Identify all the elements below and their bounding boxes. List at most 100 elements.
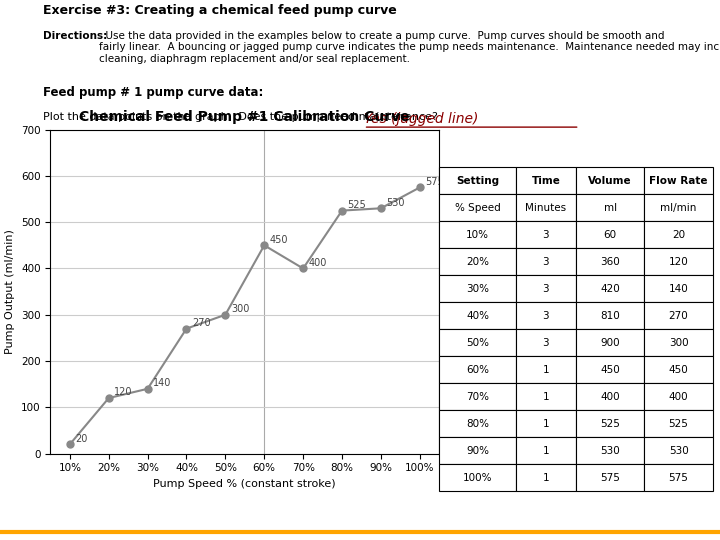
- Text: Minutes: Minutes: [526, 203, 567, 213]
- Bar: [644, 410, 713, 437]
- Bar: [439, 167, 516, 194]
- Text: 530: 530: [669, 446, 688, 456]
- Bar: [576, 410, 644, 437]
- Text: 530: 530: [387, 198, 405, 207]
- Bar: [644, 221, 713, 248]
- Bar: [576, 221, 644, 248]
- Text: Yes (jagged line): Yes (jagged line): [364, 112, 478, 126]
- Title: Chemical Feed Pump #1 Calibration Curve: Chemical Feed Pump #1 Calibration Curve: [79, 110, 410, 124]
- Bar: [576, 329, 644, 356]
- Text: Directions:: Directions:: [43, 31, 107, 41]
- Text: 1: 1: [543, 392, 549, 402]
- Text: 140: 140: [669, 284, 688, 294]
- Text: 420: 420: [600, 284, 620, 294]
- Text: 70%: 70%: [466, 392, 489, 402]
- Text: 900: 900: [600, 338, 620, 348]
- Text: 575: 575: [669, 473, 688, 483]
- Bar: [576, 464, 644, 491]
- Bar: [644, 194, 713, 221]
- Text: Flow Rate: Flow Rate: [649, 176, 708, 186]
- Text: 360: 360: [600, 257, 620, 267]
- Text: 140: 140: [153, 378, 171, 388]
- Text: 1: 1: [543, 446, 549, 456]
- Text: 450: 450: [669, 365, 688, 375]
- Text: 400: 400: [309, 258, 327, 268]
- Text: Setting: Setting: [456, 176, 499, 186]
- Text: 300: 300: [669, 338, 688, 348]
- Bar: [576, 248, 644, 275]
- Text: 60: 60: [603, 230, 617, 240]
- Text: % Speed: % Speed: [454, 203, 500, 213]
- Bar: [516, 275, 576, 302]
- Bar: [644, 464, 713, 491]
- Bar: [576, 383, 644, 410]
- Bar: [439, 194, 516, 221]
- Text: 810: 810: [600, 311, 620, 321]
- Text: 1: 1: [543, 473, 549, 483]
- Text: 525: 525: [600, 419, 620, 429]
- Bar: [576, 302, 644, 329]
- Bar: [516, 329, 576, 356]
- Bar: [516, 302, 576, 329]
- Text: Use the data provided in the examples below to create a pump curve.  Pump curves: Use the data provided in the examples be…: [99, 31, 720, 64]
- Bar: [576, 167, 644, 194]
- Bar: [439, 275, 516, 302]
- Text: 525: 525: [348, 200, 366, 210]
- Bar: [439, 329, 516, 356]
- Text: 80%: 80%: [466, 419, 489, 429]
- Bar: [516, 410, 576, 437]
- Bar: [439, 302, 516, 329]
- Bar: [439, 356, 516, 383]
- Bar: [644, 329, 713, 356]
- Bar: [439, 383, 516, 410]
- Text: 10%: 10%: [466, 230, 489, 240]
- Text: 400: 400: [669, 392, 688, 402]
- Text: 90%: 90%: [466, 446, 489, 456]
- Text: 270: 270: [669, 311, 688, 321]
- Bar: [516, 194, 576, 221]
- Text: 50%: 50%: [466, 338, 489, 348]
- Text: 20: 20: [76, 434, 88, 443]
- Bar: [516, 437, 576, 464]
- Text: 3: 3: [543, 230, 549, 240]
- Text: Volume: Volume: [588, 176, 632, 186]
- Text: 270: 270: [192, 318, 211, 328]
- Bar: [516, 248, 576, 275]
- Bar: [439, 248, 516, 275]
- Text: ml: ml: [603, 203, 617, 213]
- Text: 3: 3: [543, 311, 549, 321]
- Bar: [576, 356, 644, 383]
- Text: 530: 530: [600, 446, 620, 456]
- Bar: [439, 221, 516, 248]
- Text: Feed pump # 1 pump curve data:: Feed pump # 1 pump curve data:: [43, 85, 264, 98]
- Text: 30%: 30%: [466, 284, 489, 294]
- Bar: [576, 194, 644, 221]
- Text: 3: 3: [543, 284, 549, 294]
- Bar: [644, 167, 713, 194]
- Bar: [576, 437, 644, 464]
- Bar: [516, 383, 576, 410]
- Text: Plot the data points on the graph.  Does the pump need maintenance?: Plot the data points on the graph. Does …: [43, 112, 438, 122]
- Bar: [576, 275, 644, 302]
- Text: ml/min: ml/min: [660, 203, 697, 213]
- Text: 575: 575: [600, 473, 620, 483]
- Bar: [644, 248, 713, 275]
- Bar: [644, 356, 713, 383]
- Bar: [516, 167, 576, 194]
- Bar: [516, 221, 576, 248]
- Text: 450: 450: [600, 365, 620, 375]
- Text: 120: 120: [114, 387, 132, 397]
- Text: 575: 575: [426, 177, 444, 187]
- Text: 3: 3: [543, 338, 549, 348]
- Bar: [644, 383, 713, 410]
- Y-axis label: Pump Output (ml/min): Pump Output (ml/min): [6, 229, 16, 354]
- Text: 100%: 100%: [463, 473, 492, 483]
- Bar: [516, 356, 576, 383]
- Bar: [439, 437, 516, 464]
- Text: 1: 1: [543, 419, 549, 429]
- Text: 450: 450: [270, 234, 288, 245]
- Bar: [644, 275, 713, 302]
- Bar: [644, 302, 713, 329]
- Text: 120: 120: [669, 257, 688, 267]
- Bar: [439, 410, 516, 437]
